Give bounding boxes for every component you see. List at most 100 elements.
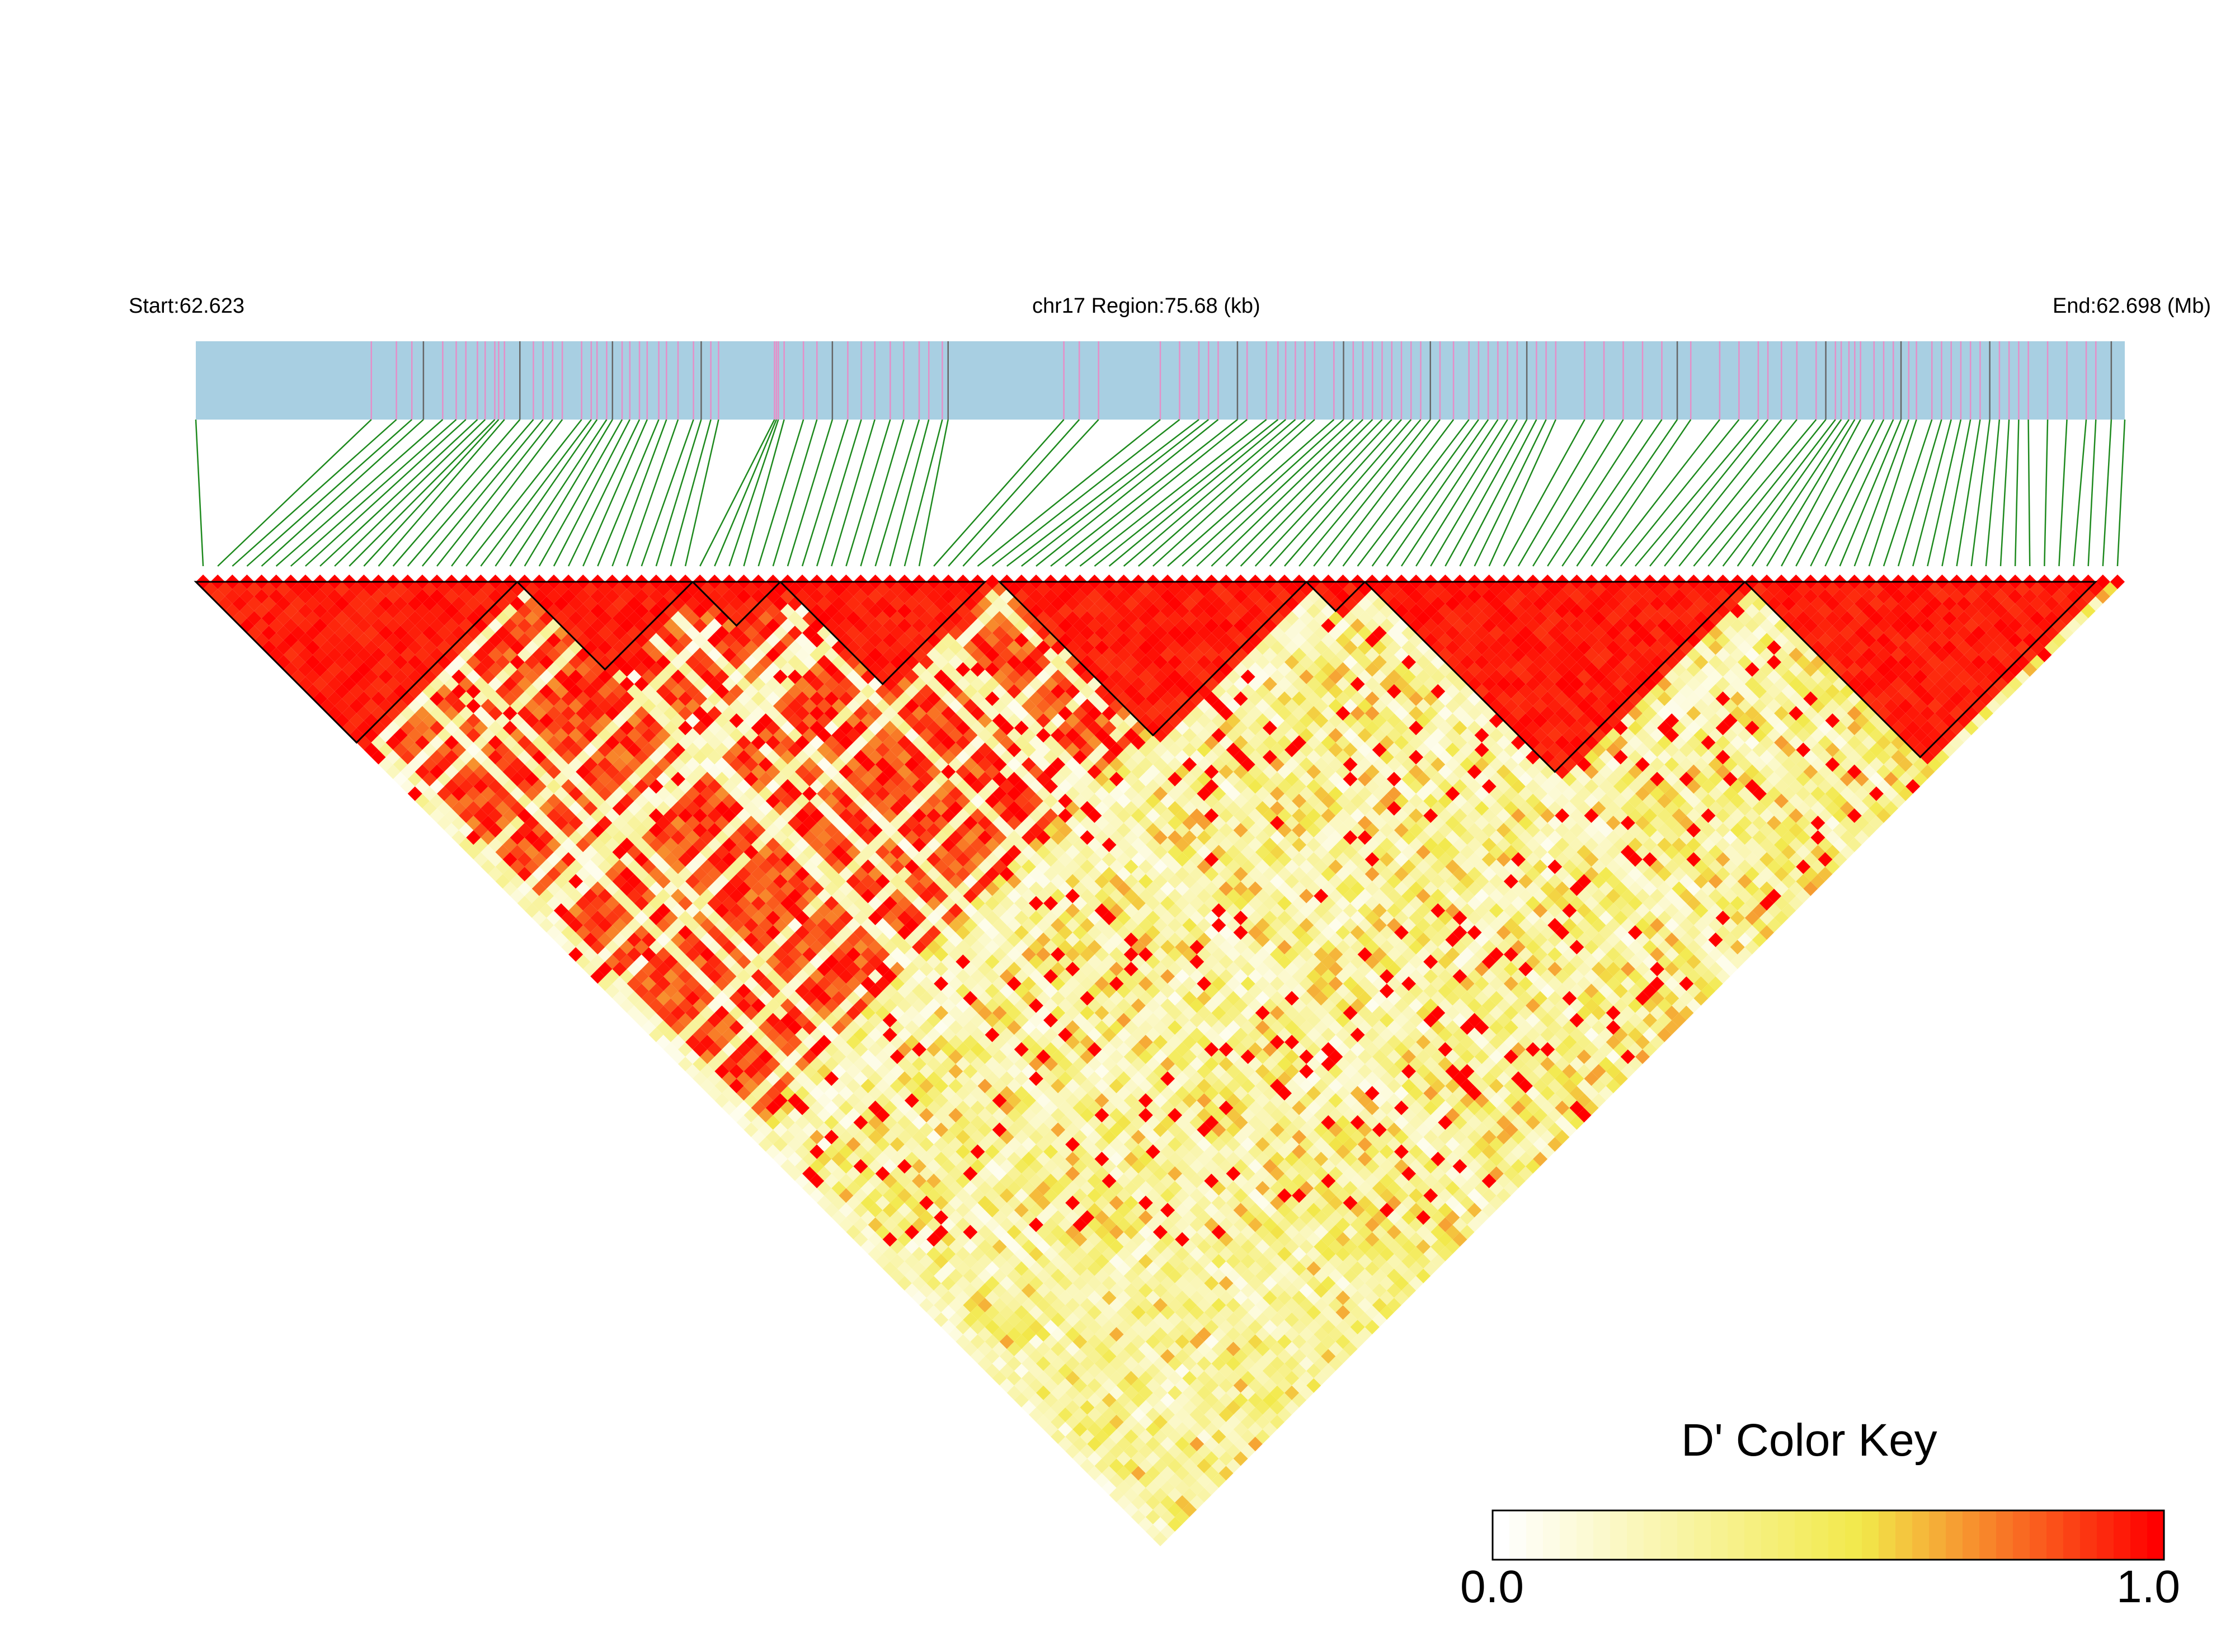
ld-cell xyxy=(1094,1034,1109,1049)
ld-cell xyxy=(853,823,868,838)
ld-cell xyxy=(992,1020,1007,1035)
ld-cell xyxy=(1051,1210,1066,1225)
ld-cell xyxy=(568,845,584,860)
ld-cell xyxy=(794,1042,810,1057)
ld-cell xyxy=(627,947,642,962)
ld-cell xyxy=(977,1312,992,1328)
ld-cell xyxy=(1255,1429,1270,1444)
ld-cell xyxy=(502,589,517,604)
ld-cell xyxy=(1065,1064,1080,1079)
ld-cell xyxy=(897,1217,912,1232)
ld-cell xyxy=(736,808,751,823)
ld-cell xyxy=(641,874,656,889)
ld-cell xyxy=(583,903,598,918)
ld-cell xyxy=(794,1129,810,1145)
ld-cell xyxy=(335,684,350,699)
ld-cell xyxy=(1138,1356,1153,1371)
ld-cell xyxy=(1138,1327,1153,1342)
ld-cell xyxy=(247,611,262,626)
ld-cell xyxy=(342,647,357,662)
ld-cell xyxy=(561,764,576,779)
ld-cell xyxy=(1226,1180,1241,1196)
ld-cell xyxy=(736,604,751,619)
ld-cell xyxy=(568,815,584,831)
ld-cell xyxy=(810,779,825,794)
ld-cell xyxy=(1094,1312,1109,1328)
ld-cell xyxy=(1109,1020,1124,1035)
ld-cell xyxy=(780,852,795,867)
ld-cell xyxy=(495,669,510,684)
ld-cell xyxy=(561,604,576,619)
ld-cell xyxy=(481,684,496,699)
ld-cell xyxy=(824,750,839,765)
ld-cell xyxy=(1168,1108,1183,1123)
ld-cell xyxy=(794,881,810,896)
ld-cell xyxy=(882,1129,897,1145)
ld-cell xyxy=(1123,1005,1138,1020)
ld-cell xyxy=(327,662,342,677)
ld-cell xyxy=(1021,1254,1036,1269)
ld-cell xyxy=(882,881,897,896)
ld-cell xyxy=(722,662,737,677)
ld-cell xyxy=(839,1159,854,1174)
ld-cell xyxy=(553,845,569,860)
ld-cell xyxy=(364,625,379,641)
ld-cell xyxy=(722,867,737,882)
ld-cell xyxy=(422,669,437,684)
ld-cell xyxy=(919,1049,934,1064)
ld-cell xyxy=(882,998,897,1013)
ld-cell xyxy=(568,698,584,714)
ld-cell xyxy=(897,1013,912,1028)
ld-cell xyxy=(948,1122,963,1137)
ld-cell xyxy=(364,596,379,611)
ld-cell xyxy=(882,954,897,969)
ld-cell xyxy=(627,991,642,1006)
ld-cell xyxy=(722,910,737,925)
ld-cell xyxy=(429,721,445,736)
ld-cell xyxy=(641,596,656,611)
ld-cell xyxy=(415,676,430,691)
ld-cell xyxy=(627,713,642,728)
ld-cell xyxy=(393,742,408,757)
ld-cell xyxy=(495,625,510,641)
ld-cell xyxy=(641,932,656,948)
ld-cell xyxy=(502,633,517,648)
ld-cell xyxy=(977,1297,992,1313)
ld-cell xyxy=(1123,1356,1138,1371)
ld-cell xyxy=(290,640,305,655)
ld-cell xyxy=(963,1342,978,1357)
ld-cell xyxy=(882,867,897,882)
ld-cell xyxy=(349,611,364,626)
ld-cell xyxy=(882,837,897,853)
ld-cell xyxy=(415,764,430,779)
ld-cell xyxy=(977,1180,992,1196)
ld-cell xyxy=(1168,1064,1183,1079)
ld-cell xyxy=(627,655,642,670)
ld-cell xyxy=(693,998,708,1013)
ld-cell xyxy=(794,1071,810,1086)
ld-cell xyxy=(539,815,554,831)
ld-cell xyxy=(751,691,766,707)
ld-cell xyxy=(568,596,584,611)
ld-cell xyxy=(1109,1414,1124,1430)
ld-cell xyxy=(853,1013,868,1028)
ld-cell xyxy=(693,925,708,940)
ld-cell xyxy=(656,991,671,1006)
ld-cell xyxy=(473,647,488,662)
ld-cell xyxy=(597,932,613,948)
ld-cell xyxy=(919,874,934,889)
ld-cell xyxy=(992,1312,1007,1328)
ld-cell xyxy=(422,625,437,641)
ld-cell xyxy=(524,582,539,597)
ld-cell xyxy=(481,698,496,714)
ld-cell xyxy=(1080,962,1095,977)
ld-cell xyxy=(1284,1312,1300,1328)
ld-cell xyxy=(349,669,364,684)
ld-cell xyxy=(400,706,415,721)
ld-cell xyxy=(1372,1297,1387,1313)
ld-cell xyxy=(459,793,474,808)
ld-cell xyxy=(1226,1312,1241,1328)
ld-cell xyxy=(963,991,978,1006)
ld-cell xyxy=(780,1086,795,1101)
ld-cell xyxy=(335,669,350,684)
